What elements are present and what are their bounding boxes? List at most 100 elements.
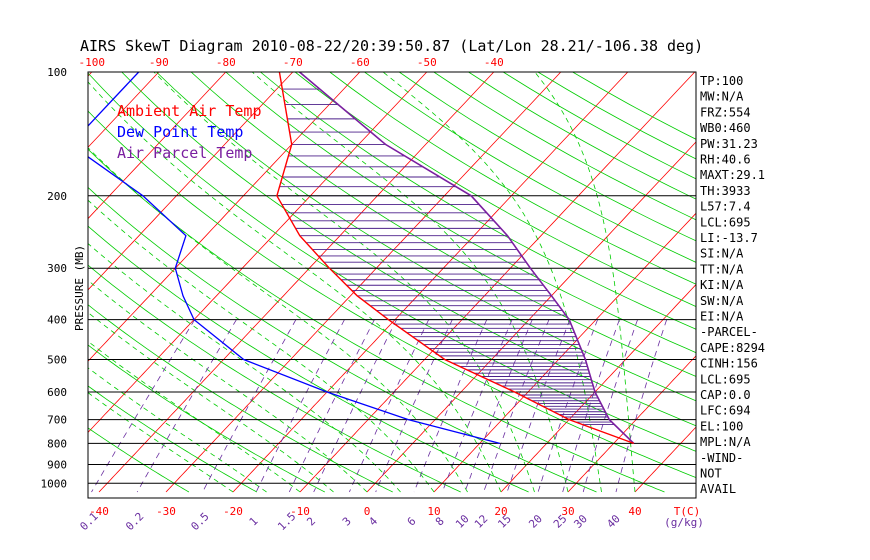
dry-adiabat-line xyxy=(329,72,696,285)
dry-adiabat-line xyxy=(88,264,461,493)
pressure-tick-label: 900 xyxy=(47,458,67,471)
temp-tick-label-bottom: 30 xyxy=(561,505,574,518)
dry-adiabat-line xyxy=(260,72,696,330)
legend-entry: Ambient Air Temp xyxy=(117,102,262,120)
mixing-ratio-line xyxy=(615,319,668,493)
side-panel-item: -PARCEL- xyxy=(700,325,758,339)
temp-tick-label-top: -80 xyxy=(216,56,236,69)
grid-layer xyxy=(88,72,870,493)
side-panel-item: KI:N/A xyxy=(700,278,744,292)
mixing-ratio-line xyxy=(375,319,453,493)
side-panel-item: TT:N/A xyxy=(700,262,744,276)
dry-adiabat-line xyxy=(398,72,696,242)
mixing-ratio-line xyxy=(313,319,397,493)
moist-adiabat-line xyxy=(251,72,569,493)
side-panel-item: EI:N/A xyxy=(700,310,744,324)
mixing-ratio-line xyxy=(136,319,237,493)
legend: Ambient Air Temp Dew Point Temp Air Parcel… xyxy=(117,102,262,162)
mixing-ratio-tick-label: 20 xyxy=(526,512,545,531)
dry-adiabat-line xyxy=(88,385,257,493)
mixing-ratio-line xyxy=(537,319,598,493)
mixing-ratio-line xyxy=(464,319,533,493)
dry-adiabat-line xyxy=(502,72,696,180)
side-panel-item: AVAIL xyxy=(700,482,736,496)
side-panel-item: CAP:0.0 xyxy=(700,388,751,402)
mixing-ratio-line xyxy=(413,319,488,493)
side-panel-item: TP:100 xyxy=(700,74,743,88)
temp-tick-label-bottom: -30 xyxy=(156,505,176,518)
side-panel-item: L57:7.4 xyxy=(700,200,751,214)
chart-title: AIRS SkewT Diagram 2010-08-22/20:39:50.8… xyxy=(80,37,703,55)
dry-adiabat-line xyxy=(88,225,529,493)
mixing-ratio-line xyxy=(91,319,196,493)
parcel-temp-series xyxy=(298,72,635,444)
isotherm-line xyxy=(88,72,361,362)
dry-adiabat-line xyxy=(88,148,665,493)
temp-tick-label-bottom: -10 xyxy=(290,505,310,518)
mixing-ratio-line xyxy=(202,319,297,493)
dry-adiabat-line xyxy=(88,427,190,493)
pressure-tick-label: 700 xyxy=(47,414,67,427)
temp-tick-label-top: -40 xyxy=(484,56,504,69)
dry-adiabat-line xyxy=(88,110,696,479)
temp-tick-label-top: -100 xyxy=(79,56,106,69)
dry-adiabat-line xyxy=(88,72,696,452)
moist-adiabat-line xyxy=(88,199,435,493)
mixing-ratio-line xyxy=(349,319,430,493)
ambient-temp-series xyxy=(276,72,635,445)
side-panel-item: LI:-13.7 xyxy=(700,231,758,245)
side-panel-item: MPL:N/A xyxy=(700,435,751,449)
temp-tick-label-top: -50 xyxy=(417,56,437,69)
plot-frame xyxy=(87,71,697,499)
mixing-ratio-line xyxy=(255,319,345,493)
temp-tick-label-top: -60 xyxy=(350,56,370,69)
isotherm-line xyxy=(165,72,562,493)
side-panel-item: EL:100 xyxy=(700,419,743,433)
side-panel-item: -WIND- xyxy=(700,451,743,465)
temp-tick-label-bottom: 20 xyxy=(494,505,507,518)
temp-tick-label-bottom: -40 xyxy=(89,505,109,518)
mixing-ratio-tick-label: 40 xyxy=(604,512,623,531)
side-panel-item: MW:N/A xyxy=(700,90,744,104)
isotherm-line xyxy=(366,141,696,493)
moist-adiabat-line xyxy=(88,147,468,493)
profile-layer xyxy=(88,72,635,445)
x-axis-label: T(C) xyxy=(674,505,701,518)
mixing-ratio-line xyxy=(562,319,620,493)
cape-hatch-layer xyxy=(276,88,615,426)
mixing-ratio-tick-label: 12 xyxy=(472,512,491,531)
dry-adiabat-line xyxy=(294,72,696,307)
isobar-layer xyxy=(88,71,696,484)
side-panel-item: MAXT:29.1 xyxy=(700,168,765,182)
legend-entry: Air Parcel Temp xyxy=(117,144,252,162)
dry-adiabat-line xyxy=(364,72,696,263)
pressure-tick-label: 200 xyxy=(47,190,67,203)
dry-adiabat-line xyxy=(121,72,696,427)
isotherm-line xyxy=(232,72,629,493)
pressure-tick-label: 100 xyxy=(47,66,67,79)
pressure-tick-label: 400 xyxy=(47,314,67,327)
dry-adiabat-line xyxy=(468,72,696,200)
dry-adiabat-line xyxy=(88,304,393,493)
isotherm-line xyxy=(500,283,696,493)
isotherm-line xyxy=(88,72,294,291)
temp-tick-label-bottom: -20 xyxy=(223,505,243,518)
side-panel-item: RH:40.6 xyxy=(700,153,751,167)
mixing-ratio-line xyxy=(483,319,550,493)
isotherm-line xyxy=(88,72,428,434)
dry-adiabat-line xyxy=(190,72,696,377)
moist-adiabat-line xyxy=(88,81,502,493)
moist-adiabat-line xyxy=(88,340,301,493)
mixing-ratio-tick-label: 2 xyxy=(304,515,318,529)
moist-adiabat-line xyxy=(88,367,267,493)
side-panel-item: LCL:695 xyxy=(700,372,751,386)
isotherm-line xyxy=(769,72,870,492)
temp-tick-label-bottom: 10 xyxy=(427,505,440,518)
mixing-ratio-line xyxy=(506,319,571,493)
side-panel-item: NOT xyxy=(700,467,722,481)
pressure-tick-label: 500 xyxy=(47,353,67,366)
side-panel-item: LCL:695 xyxy=(700,215,751,229)
side-panel-item: WB0:460 xyxy=(700,121,751,135)
